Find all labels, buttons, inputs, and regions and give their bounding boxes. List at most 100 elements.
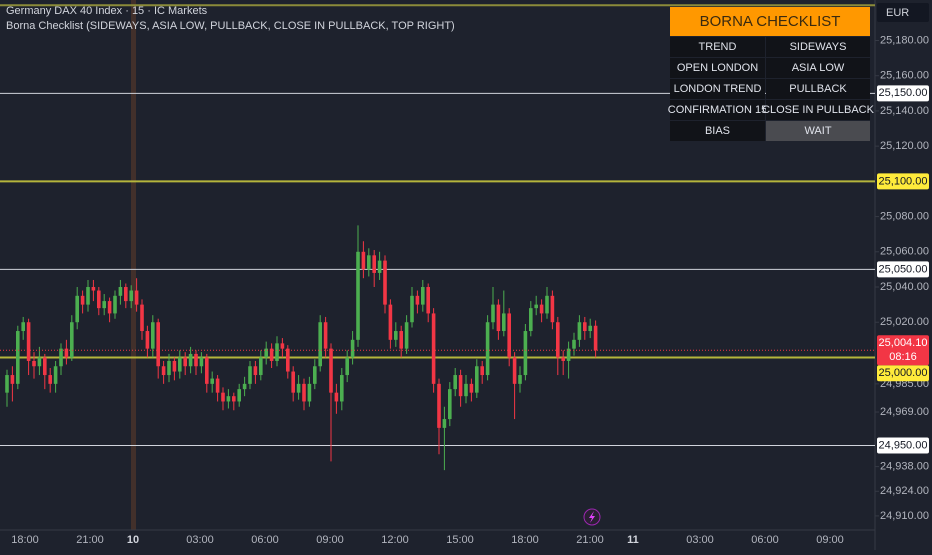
candle-body <box>16 331 20 384</box>
checklist-cell <box>670 121 765 141</box>
checklist-text: SIDEWAYS <box>790 41 847 53</box>
candle-body <box>356 251 360 340</box>
checklist-text: PULLBACK <box>789 83 847 95</box>
candle-body <box>442 419 447 428</box>
candle-body <box>205 357 209 384</box>
currency[interactable]: EUR <box>886 7 909 19</box>
x-tick-label: 11 <box>627 534 639 546</box>
candle-body <box>361 251 366 270</box>
candle-body <box>215 378 220 393</box>
candle-body <box>275 343 279 361</box>
candle-body <box>70 322 74 358</box>
candle-body <box>97 290 101 309</box>
candle-body <box>458 375 463 397</box>
checklist-text: WAIT <box>804 125 831 137</box>
candle-body <box>372 255 376 273</box>
candle-body <box>577 322 582 340</box>
price-level-box <box>877 365 929 382</box>
x-tick-label: 09:00 <box>816 534 844 546</box>
y-tick-label: 24,924.00 <box>880 485 929 497</box>
candle-body <box>469 383 474 393</box>
candle-body <box>523 331 528 376</box>
candle-body <box>32 360 36 367</box>
candle-body <box>48 375 52 384</box>
checklist-cell <box>766 79 870 99</box>
candle-body <box>232 396 236 402</box>
currency-box[interactable] <box>877 3 929 22</box>
candle-body <box>226 396 231 402</box>
checklist-title-bg <box>670 7 870 36</box>
candle-body <box>253 366 258 376</box>
candle-body <box>561 357 565 361</box>
candle-body <box>529 308 533 332</box>
last-price-label: 25,004.10 <box>879 337 928 349</box>
candle-body <box>453 375 457 390</box>
candle-body <box>194 353 198 367</box>
candle-body <box>545 295 549 314</box>
y-tick-label: 24,910.00 <box>880 510 929 522</box>
x-tick-label: 03:00 <box>186 534 214 546</box>
candle-body <box>512 357 517 384</box>
checklist-text: OPEN LONDON <box>677 62 758 74</box>
candle-body <box>242 383 247 390</box>
y-tick-label: 24,938.00 <box>880 461 929 473</box>
candle-body <box>21 322 25 332</box>
price-level-box <box>877 85 929 102</box>
countdown: 08:16 <box>889 351 917 363</box>
candle-body <box>464 383 468 397</box>
candle-body <box>172 360 177 372</box>
candle-body <box>129 290 133 302</box>
candle-body <box>237 389 241 402</box>
candle-body <box>5 375 9 393</box>
candle-body <box>583 322 587 332</box>
price-level-label: 25,150.00 <box>879 87 928 99</box>
checklist-cell <box>670 79 765 99</box>
candle-body <box>507 313 511 358</box>
price-level-box <box>877 261 929 278</box>
candle-body <box>10 375 15 384</box>
candle-body <box>399 331 403 349</box>
candle-body <box>556 322 560 358</box>
candle-body <box>259 357 263 376</box>
candle-body <box>388 304 393 340</box>
candle-body <box>161 366 166 376</box>
price-level-label: 25,000.00 <box>879 367 928 379</box>
candle-body <box>107 301 112 314</box>
candle-body <box>280 343 285 349</box>
checklist-text: ASIA LOW <box>792 62 845 74</box>
x-tick-label: 21:00 <box>76 534 104 546</box>
checklist-text: BIAS <box>705 125 730 137</box>
candle-body <box>264 348 268 358</box>
session-marker <box>131 0 136 530</box>
candle-body <box>183 357 187 367</box>
candle-body <box>64 348 69 358</box>
candle-body <box>410 295 414 323</box>
candle-body <box>485 322 490 376</box>
y-tick-label: 25,140.00 <box>880 105 929 117</box>
candle-body <box>448 389 452 420</box>
candle-body <box>496 304 501 332</box>
candle-body <box>313 366 317 384</box>
candle-body <box>323 322 328 349</box>
checklist-text: CLOSE IN PULLBACK <box>762 104 875 116</box>
candle-body <box>140 304 144 332</box>
x-tick-label: 18:00 <box>11 534 39 546</box>
price-level-label: 25,100.00 <box>879 175 928 187</box>
candle-body <box>550 295 555 323</box>
candle-body <box>59 348 63 367</box>
candle-body <box>415 295 420 305</box>
candle-body <box>480 366 484 376</box>
candle-body <box>269 348 274 361</box>
candle-body <box>53 366 58 384</box>
x-tick-label: 09:00 <box>316 534 344 546</box>
candle-body <box>124 287 128 302</box>
candle-body <box>421 287 425 305</box>
candle-body <box>318 322 322 367</box>
candle-body <box>118 287 123 296</box>
candle-body <box>518 375 522 384</box>
x-tick-label: 15:00 <box>446 534 474 546</box>
candle-body <box>75 295 79 323</box>
candle-body <box>593 325 598 351</box>
candle-body <box>296 383 301 393</box>
candle-body <box>572 339 576 349</box>
